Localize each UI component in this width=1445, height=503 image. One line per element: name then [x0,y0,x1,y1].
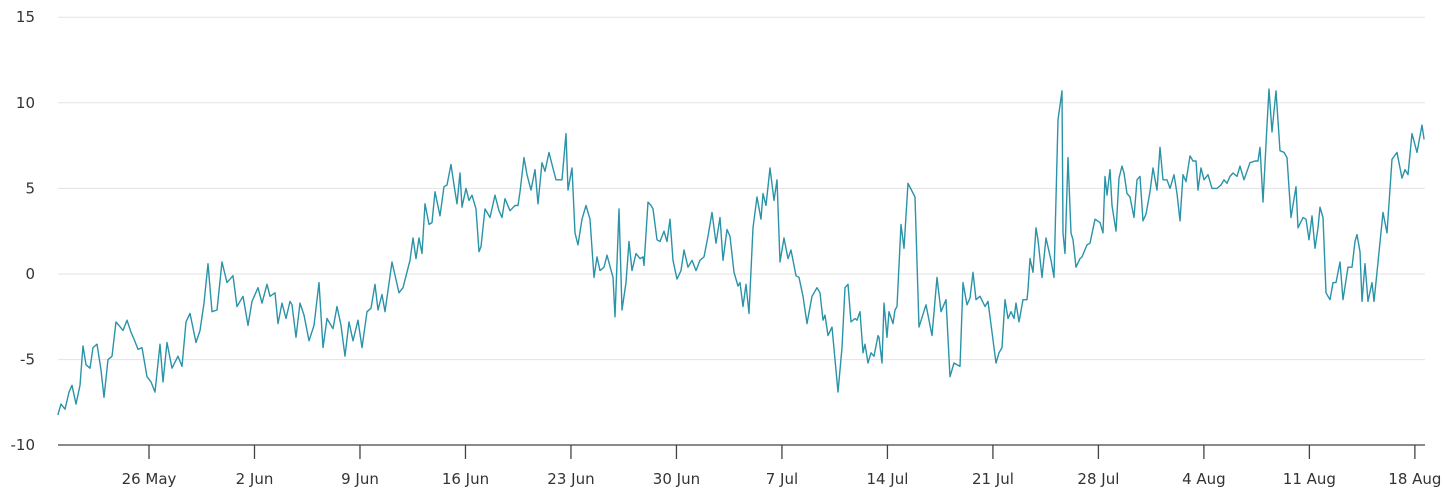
y-tick-label: -10 [11,436,36,454]
y-tick-label: 10 [16,94,35,112]
x-tick-label: 16 Jun [442,470,489,488]
y-tick-label: -5 [20,351,35,369]
y-axis-labels: 15 10 5 0 -5 -10 [11,8,36,454]
x-tick-label: 28 Jul [1077,470,1119,488]
x-tick-label: 23 Jun [547,470,594,488]
x-tick-label: 30 Jun [653,470,700,488]
x-tick-label: 18 Aug [1388,470,1441,488]
x-tick-label: 14 Jul [866,470,908,488]
x-tick-label: 21 Jul [972,470,1014,488]
y-tick-label: 5 [25,179,35,197]
x-tick-label: 2 Jun [236,470,274,488]
x-tick-label: 7 Jul [766,470,798,488]
y-tick-label: 0 [25,265,35,283]
x-tick-label: 9 Jun [341,470,379,488]
x-tick-label: 4 Aug [1182,470,1226,488]
x-tick-label: 26 May [122,470,177,488]
data-series-line [57,88,1425,416]
x-tick-label: 11 Aug [1283,470,1336,488]
x-axis-ticks: 26 May 2 Jun 9 Jun 16 Jun 23 Jun 30 Jun 7 Jul 1… [122,445,1441,488]
y-tick-label: 15 [16,8,35,26]
gridlines [58,16,1425,361]
